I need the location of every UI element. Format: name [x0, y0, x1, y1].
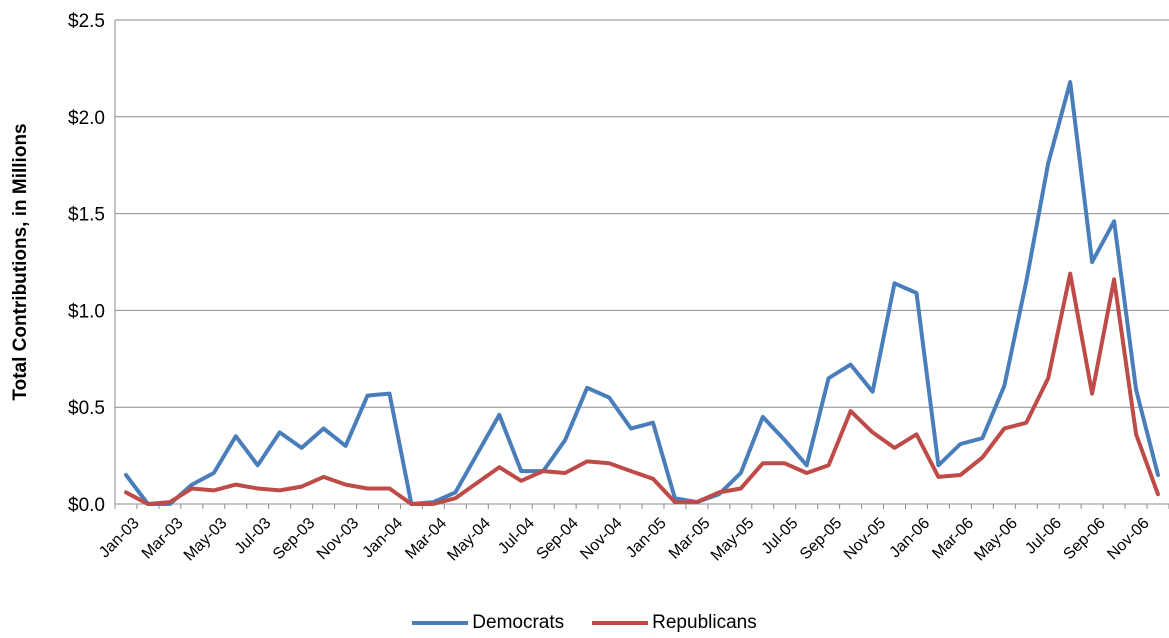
x-tick-label: Nov-05	[841, 515, 890, 564]
series-lines	[124, 80, 1160, 506]
y-tick-label: $1.5	[68, 205, 105, 226]
x-tick-label: Jan-05	[623, 515, 670, 562]
series-line-democrats	[124, 80, 1160, 506]
y-tick-label: $1.0	[68, 301, 105, 322]
x-tick-label: Jan-06	[887, 515, 934, 562]
x-tick-label: Jul-05	[759, 515, 802, 558]
x-tick-label: Jan-04	[360, 515, 407, 562]
y-tick-label: $2.5	[68, 11, 105, 32]
x-tick-label: Sep-06	[1060, 515, 1109, 564]
y-tick-label: $2.0	[68, 108, 105, 129]
x-tick-label: May-05	[708, 515, 758, 565]
x-tick-label: Mar-03	[139, 515, 187, 563]
y-tick-label: $0.5	[68, 398, 105, 419]
legend-label-republicans: Republicans	[652, 612, 757, 633]
legend-item-republicans: Republicans	[592, 612, 757, 634]
x-tick-label: Nov-06	[1104, 515, 1153, 564]
x-tick-label: Nov-04	[577, 515, 626, 564]
x-tick-label: Jan-03	[96, 515, 143, 562]
x-tick-label: Mar-04	[402, 515, 450, 563]
y-axis-label: Total Contributions, in Millions	[10, 123, 31, 400]
x-tick-label: Sep-05	[797, 515, 846, 564]
x-tick-label: Jul-03	[232, 515, 275, 558]
x-tick-label: Jul-06	[1022, 515, 1065, 558]
x-tick-label: Sep-03	[270, 515, 319, 564]
x-tick-label: Mar-05	[666, 515, 714, 563]
axes	[114, 20, 1169, 509]
legend-swatch-democrats	[412, 621, 469, 625]
legend-swatch-republicans	[592, 621, 649, 625]
x-tick-label: Sep-04	[533, 515, 582, 564]
legend-item-democrats: Democrats	[412, 612, 564, 634]
legend: Democrats Republicans	[0, 612, 1169, 634]
x-tick-label: Nov-03	[314, 515, 363, 564]
y-tick-label: $0.0	[68, 495, 105, 516]
x-tick-label: Mar-06	[929, 515, 977, 563]
x-tick-label: May-04	[444, 515, 494, 565]
x-tick-label: Jul-04	[495, 515, 538, 558]
x-tick-label: May-06	[971, 515, 1021, 565]
series-line-republicans	[124, 271, 1160, 506]
y-tick-labels: $0.0 $0.5 $1.0 $1.5 $2.0 $2.5	[68, 11, 105, 516]
x-tick-label: May-03	[181, 515, 231, 565]
legend-label-democrats: Democrats	[472, 612, 565, 633]
